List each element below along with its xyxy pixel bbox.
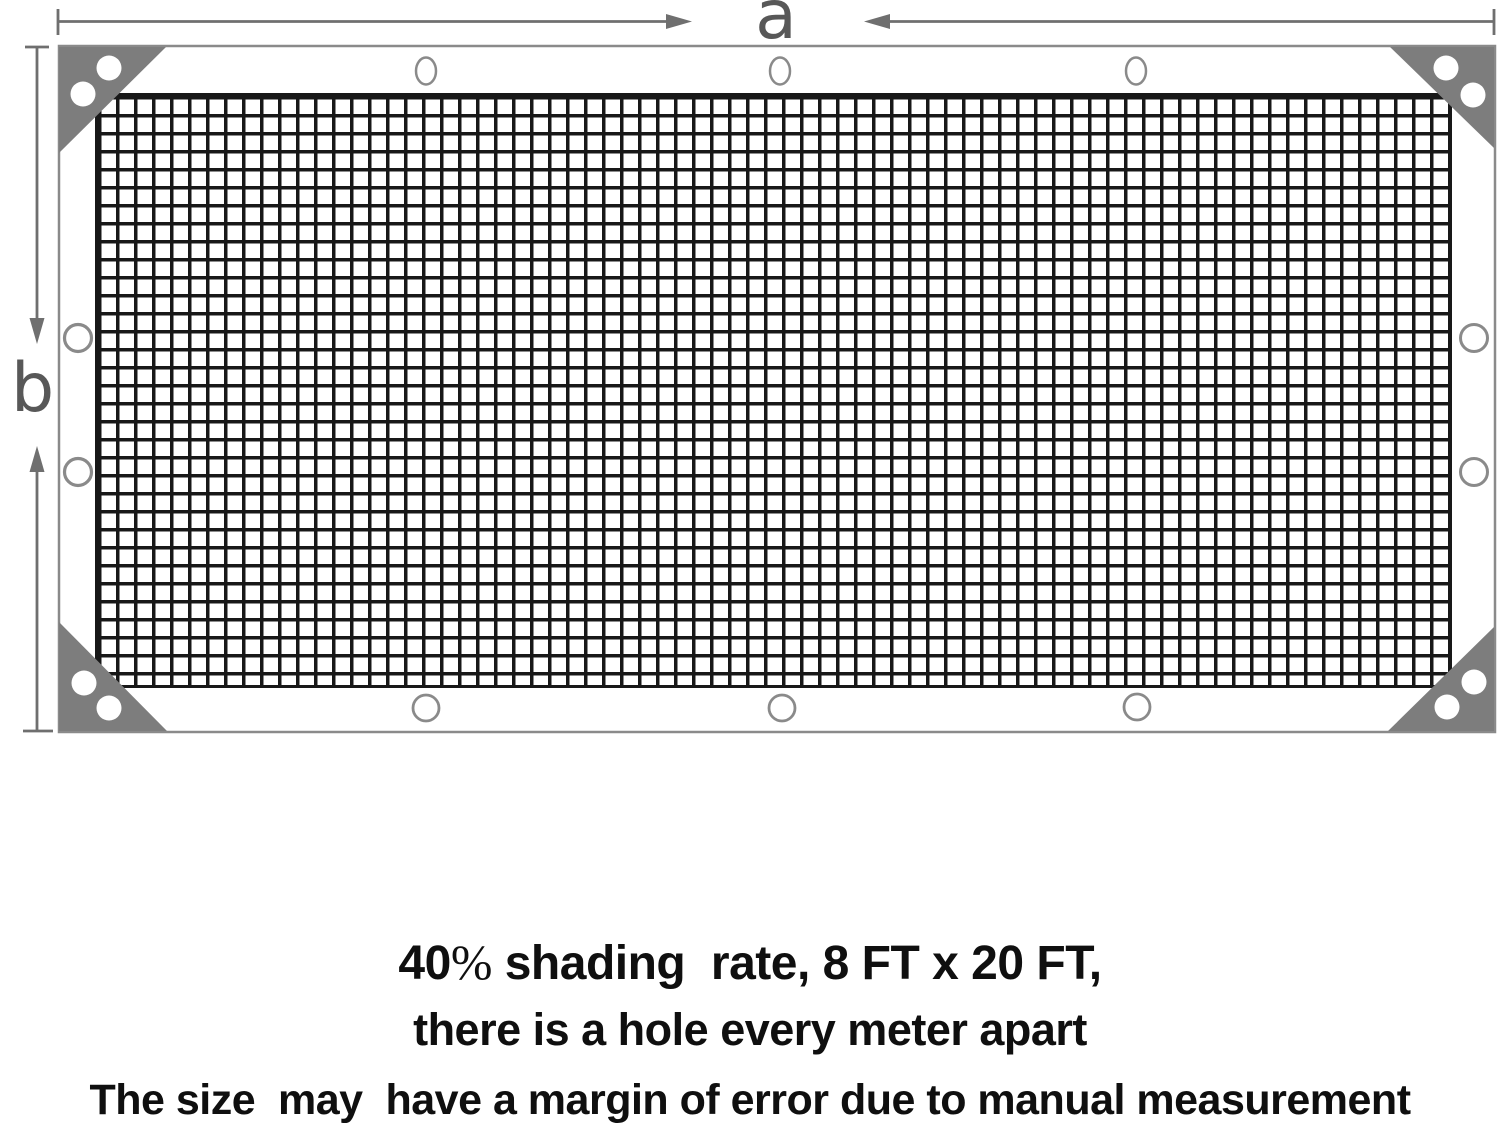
corner-hole [1433,55,1459,81]
corner-triangle-bottom-left [59,622,167,731]
corner-triangle-bottom-right [1388,627,1494,731]
dim-b-arrow-up-icon [29,446,45,472]
grommet-icon [62,456,94,488]
percent-sign: % [450,935,493,990]
caption-line-3: The size may have a margin of error due … [89,1076,1411,1124]
net-border [57,44,1497,734]
shade-net-diagram: a b [11,0,1497,734]
grommet-icon [1459,323,1489,353]
dim-a-arrow-left-icon [864,14,890,29]
dim-b-arrow-down-icon [29,318,45,344]
grommet-icon [1122,692,1152,722]
corner-hole [1461,669,1487,695]
corner-hole [1460,82,1486,108]
dim-a-arrow-right-icon [666,14,692,29]
corner-hole [96,695,122,721]
grommets-bottom [411,692,1152,723]
triangle-icon [1388,627,1494,731]
grommet-icon [1459,457,1489,487]
caption-line-2: there is a hole every meter apart [413,1004,1087,1055]
caption-line-1: 40% shading rate, 8 FT x 20 FT, [0,934,1500,991]
triangle-icon [59,622,167,731]
dimension-a [56,9,1496,35]
shading-rate-value: 40 [398,937,451,990]
net-graphic [23,9,1497,734]
grommet-icon [768,56,792,86]
corner-triangle-top-right [1390,47,1494,148]
grommet-icon [411,693,441,723]
triangle-icon [59,47,166,153]
grommets-top [414,56,1148,86]
grommets-left [62,322,94,488]
triangle-icon [1390,47,1494,148]
grommet-icon [62,322,94,354]
grommets-right [1459,323,1489,487]
corner-triangle-top-left [59,47,166,153]
dimension-b [23,45,53,733]
width-dimension-label: a [755,0,797,55]
grommet-icon [767,693,797,723]
grommet-icon [1124,56,1148,86]
corner-hole [1434,694,1460,720]
corner-hole [96,55,122,81]
caption-line-1-rest: shading rate, 8 FT x 20 FT, [491,937,1102,990]
grommet-icon [414,56,438,86]
net-mesh [95,93,1452,688]
corner-hole [70,81,96,107]
height-dimension-label: b [11,349,55,428]
corner-hole [71,670,97,696]
